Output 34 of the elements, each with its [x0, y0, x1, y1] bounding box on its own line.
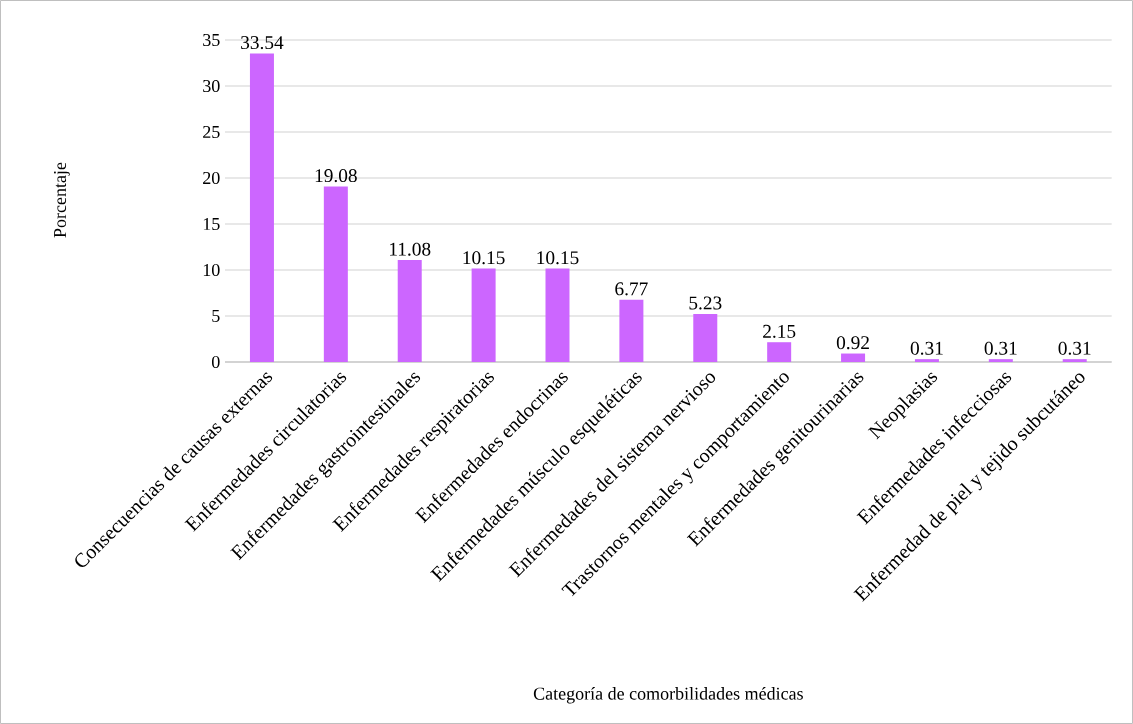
bar [471, 268, 496, 362]
bar [249, 53, 274, 362]
data-label: 0.31 [1058, 341, 1091, 355]
y-tick-label: 25 [203, 125, 220, 139]
y-tick-label: 30 [203, 79, 220, 93]
y-tick-label: 15 [203, 217, 220, 231]
data-label: 10.15 [537, 251, 579, 265]
data-label: 19.08 [315, 169, 357, 183]
y-tick-label: 0 [211, 355, 220, 369]
bar [767, 342, 792, 362]
y-tick-label: 35 [203, 33, 220, 47]
bar [988, 359, 1013, 362]
bar [841, 353, 866, 362]
data-label: 6.77 [615, 282, 648, 296]
y-tick-label: 10 [203, 263, 220, 277]
bar [693, 313, 718, 362]
data-label: 10.15 [463, 251, 505, 265]
x-axis-title: Categoría de comorbilidades médicas [533, 687, 803, 704]
data-label: 5.23 [689, 296, 722, 310]
bar [397, 260, 422, 362]
y-tick-label: 5 [212, 310, 220, 322]
data-label: 2.15 [763, 324, 796, 338]
y-tick-label: 20 [203, 171, 220, 185]
data-label: 11.08 [390, 242, 431, 256]
data-label: 33.54 [241, 36, 284, 50]
bar [323, 186, 348, 362]
bar [619, 299, 644, 362]
data-label: 0.31 [984, 341, 1017, 355]
data-label: 0.92 [836, 336, 869, 350]
y-axis-title: Porcentaje [53, 162, 70, 238]
bar [545, 268, 570, 362]
data-label: 0.31 [910, 341, 943, 355]
bar [1062, 359, 1087, 362]
bar [914, 359, 939, 362]
